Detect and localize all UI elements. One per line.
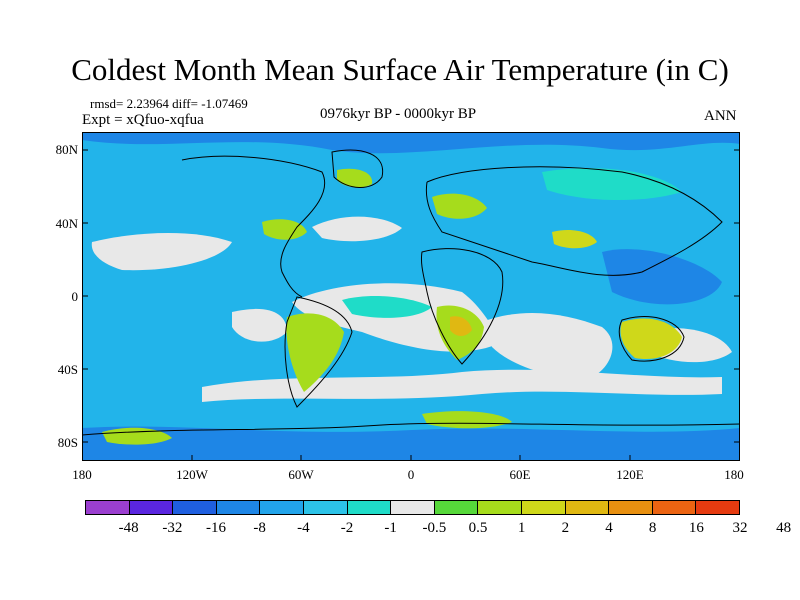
colorbar-label: -32 xyxy=(162,520,183,536)
africa-coast xyxy=(421,248,504,365)
southern-neutral-band xyxy=(202,369,722,402)
antarctica-coast xyxy=(81,422,741,436)
greenland-warm xyxy=(337,168,373,188)
lat-label-40n: 40N xyxy=(55,216,78,231)
colorbar-box xyxy=(129,501,174,514)
north-america-warm xyxy=(262,219,307,240)
season-label: ANN xyxy=(704,108,737,124)
south-america-warm xyxy=(286,313,344,392)
colorbar-label: -16 xyxy=(206,520,226,536)
lat-label-40s: 40S xyxy=(57,362,78,377)
greenland-coast xyxy=(331,149,384,188)
indian-neutral xyxy=(482,312,613,382)
colorbar-box xyxy=(86,501,130,514)
colorbar-label: -1 xyxy=(384,520,397,536)
colorbar-box xyxy=(173,501,217,514)
south-america-coast xyxy=(284,296,353,408)
colorbar-label: 4 xyxy=(605,520,613,536)
colorbar-box xyxy=(347,501,392,514)
colorbar-box xyxy=(391,501,435,514)
colorbar-box xyxy=(652,501,697,514)
lon-label-60w: 60W xyxy=(288,467,314,482)
colorbar-label: 1 xyxy=(517,520,526,536)
tropical-teal xyxy=(342,296,432,318)
central-asia-warm xyxy=(552,230,597,249)
colorbar-box xyxy=(478,501,522,514)
pacific-dark-patch xyxy=(602,249,722,305)
experiment-label: Expt = xQfuo-xqfua xyxy=(82,112,204,128)
colorbar-box xyxy=(303,501,348,514)
antarctic-warm-west xyxy=(102,427,172,445)
period-label: 0976kyr BP - 0000kyr BP xyxy=(320,106,477,122)
africa-hot xyxy=(450,316,472,336)
colorbar-label: 32 xyxy=(732,520,748,536)
plot-title: Coldest Month Mean Surface Air Temperatu… xyxy=(71,52,729,87)
siberia-teal xyxy=(542,168,682,201)
lon-label-60e: 60E xyxy=(509,467,531,482)
colorbar-box xyxy=(565,501,610,514)
north-atlantic-neutral xyxy=(312,216,402,242)
colorbar-label: 8 xyxy=(648,520,657,536)
lon-label-180e: 180 xyxy=(724,467,744,482)
lat-label-0: 0 xyxy=(71,289,79,304)
temperature-map xyxy=(81,132,741,461)
colorbar-label: 0.5 xyxy=(468,520,488,536)
australia-coast xyxy=(618,316,685,362)
north-america-coast xyxy=(181,155,326,298)
colorbar-label: 16 xyxy=(688,520,704,536)
map-fields xyxy=(82,132,740,461)
colorbar-box xyxy=(696,501,739,514)
lon-label-180w: 180 xyxy=(72,467,92,482)
colorbar xyxy=(85,500,740,515)
lon-label-120w: 120W xyxy=(176,467,208,482)
colorbar-label: -0.5 xyxy=(422,520,447,536)
antarctic-dark-band xyxy=(82,426,740,461)
colorbar-label: -48 xyxy=(118,520,139,536)
colorbar-box xyxy=(609,501,653,514)
arctic-dark-band xyxy=(82,132,740,154)
colorbar-label: 48 xyxy=(776,520,792,536)
colorbar-box xyxy=(260,501,304,514)
colorbar-box xyxy=(434,501,479,514)
colorbar-label: -4 xyxy=(297,520,310,536)
lon-label-0: 0 xyxy=(407,467,415,482)
australia-warm xyxy=(620,318,682,360)
east-pacific-neutral xyxy=(232,308,287,342)
colorbar-label: -8 xyxy=(253,520,266,536)
pacific-neutral xyxy=(91,232,232,271)
europe-warm xyxy=(432,193,487,219)
stats-label: rmsd= 2.23964 diff= -1.07469 xyxy=(90,96,248,111)
colorbar-label: -2 xyxy=(340,520,354,536)
colorbar-box xyxy=(521,501,566,514)
eurasia-coast xyxy=(425,166,723,276)
axis-ticks xyxy=(82,149,740,461)
lat-label-80n: 80N xyxy=(55,142,78,157)
colorbar-box xyxy=(216,501,261,514)
lat-label-80s: 80S xyxy=(57,435,78,450)
lon-label-120e: 120E xyxy=(616,467,644,482)
coastlines xyxy=(81,149,741,436)
colorbar-label: 2 xyxy=(561,520,570,536)
